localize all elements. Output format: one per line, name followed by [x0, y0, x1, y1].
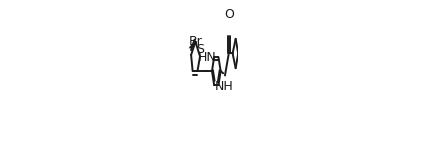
Text: HN: HN [198, 51, 216, 64]
Text: Br: Br [188, 35, 202, 48]
Text: S: S [196, 43, 204, 56]
Text: NH: NH [215, 80, 233, 93]
Text: O: O [224, 8, 234, 21]
